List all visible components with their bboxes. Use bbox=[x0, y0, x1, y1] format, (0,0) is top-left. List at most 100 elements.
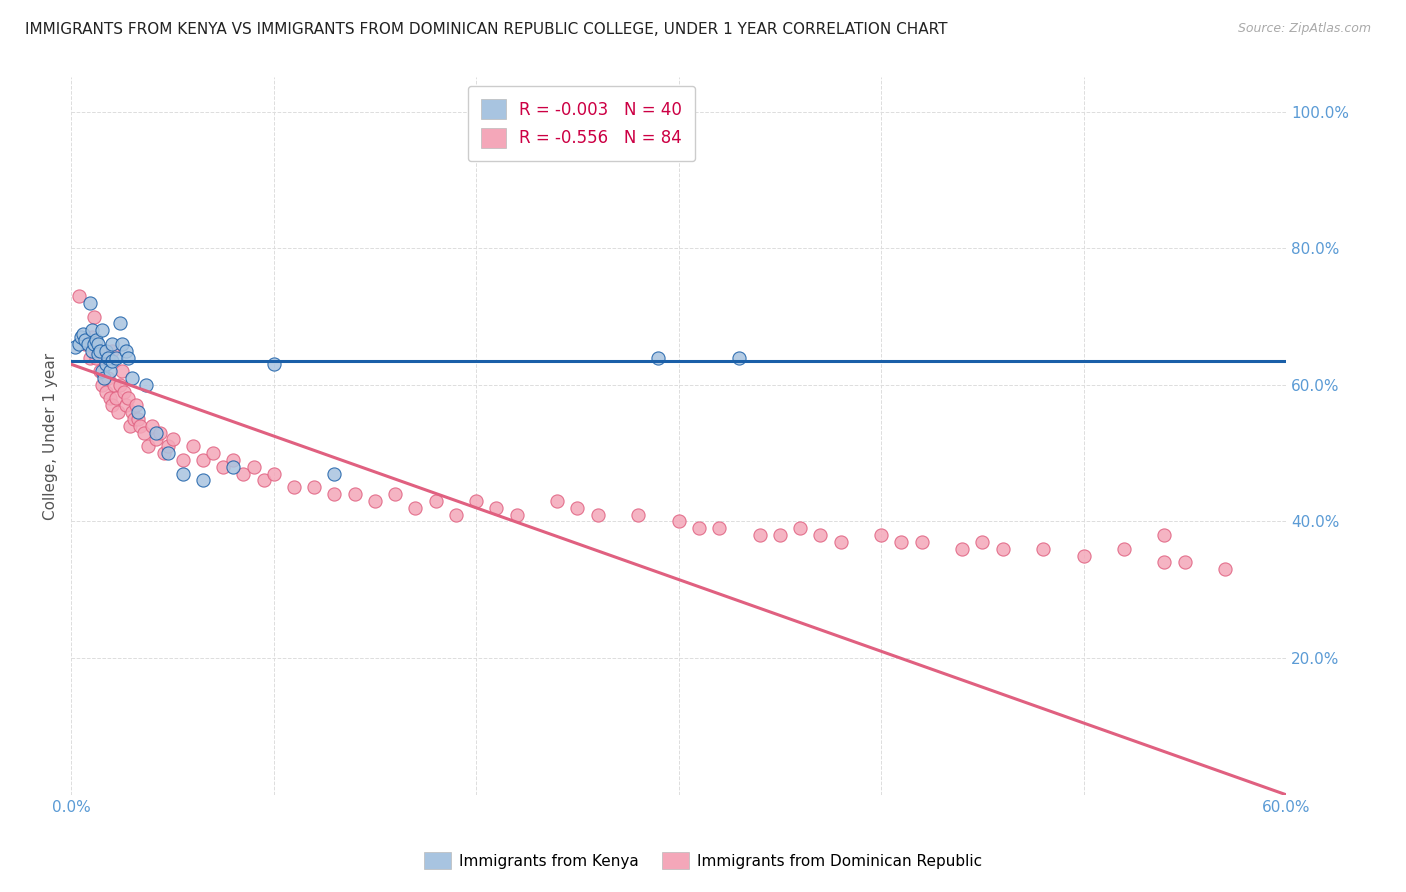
Point bbox=[97, 351, 120, 365]
Point bbox=[107, 405, 129, 419]
Point bbox=[104, 351, 127, 365]
Point bbox=[222, 459, 245, 474]
Point bbox=[84, 334, 107, 348]
Point bbox=[627, 508, 650, 522]
Point bbox=[304, 480, 326, 494]
Point bbox=[98, 392, 121, 406]
Point bbox=[93, 371, 115, 385]
Point bbox=[586, 508, 609, 522]
Point bbox=[86, 343, 108, 358]
Point bbox=[191, 474, 214, 488]
Point bbox=[75, 336, 97, 351]
Point bbox=[789, 521, 811, 535]
Y-axis label: College, Under 1 year: College, Under 1 year bbox=[44, 352, 58, 520]
Point bbox=[94, 357, 117, 371]
Point bbox=[104, 392, 127, 406]
Point bbox=[121, 371, 143, 385]
Point bbox=[94, 343, 117, 358]
Point bbox=[89, 343, 111, 358]
Point bbox=[647, 351, 669, 365]
Point bbox=[125, 398, 148, 412]
Point bbox=[79, 296, 101, 310]
Point bbox=[172, 453, 194, 467]
Point bbox=[202, 446, 225, 460]
Point bbox=[404, 500, 426, 515]
Point bbox=[90, 364, 112, 378]
Point bbox=[90, 377, 112, 392]
Point bbox=[127, 412, 149, 426]
Point bbox=[86, 347, 108, 361]
Point bbox=[101, 354, 124, 368]
Point bbox=[972, 535, 994, 549]
Point bbox=[136, 439, 159, 453]
Point bbox=[134, 425, 156, 440]
Point bbox=[84, 351, 107, 365]
Point bbox=[1153, 556, 1175, 570]
Point bbox=[191, 453, 214, 467]
Point bbox=[707, 521, 730, 535]
Point bbox=[242, 459, 264, 474]
Point bbox=[1213, 562, 1236, 576]
Point bbox=[162, 433, 184, 447]
Point bbox=[808, 528, 831, 542]
Point bbox=[121, 405, 143, 419]
Point bbox=[505, 508, 527, 522]
Point bbox=[101, 336, 124, 351]
Point bbox=[112, 384, 135, 399]
Point bbox=[94, 384, 117, 399]
Point bbox=[80, 343, 103, 358]
Point bbox=[444, 508, 467, 522]
Point bbox=[72, 326, 94, 341]
Point bbox=[89, 364, 111, 378]
Point bbox=[212, 459, 235, 474]
Point bbox=[172, 467, 194, 481]
Point bbox=[115, 343, 138, 358]
Point bbox=[425, 494, 447, 508]
Point bbox=[97, 371, 120, 385]
Text: Source: ZipAtlas.com: Source: ZipAtlas.com bbox=[1237, 22, 1371, 36]
Point bbox=[890, 535, 912, 549]
Point bbox=[153, 446, 176, 460]
Point bbox=[111, 336, 134, 351]
Point bbox=[108, 377, 131, 392]
Point bbox=[115, 398, 138, 412]
Point bbox=[546, 494, 568, 508]
Point bbox=[157, 446, 180, 460]
Point bbox=[263, 467, 285, 481]
Point bbox=[90, 323, 112, 337]
Point bbox=[567, 500, 589, 515]
Point bbox=[263, 357, 285, 371]
Point bbox=[103, 377, 125, 392]
Point bbox=[76, 336, 98, 351]
Point bbox=[1174, 556, 1197, 570]
Legend: R = -0.003   N = 40, R = -0.556   N = 84: R = -0.003 N = 40, R = -0.556 N = 84 bbox=[468, 86, 696, 161]
Legend: Immigrants from Kenya, Immigrants from Dominican Republic: Immigrants from Kenya, Immigrants from D… bbox=[418, 846, 988, 875]
Point bbox=[145, 425, 167, 440]
Point bbox=[75, 334, 97, 348]
Point bbox=[1112, 541, 1135, 556]
Point bbox=[93, 351, 115, 365]
Point bbox=[688, 521, 710, 535]
Point bbox=[769, 528, 792, 542]
Point bbox=[79, 351, 101, 365]
Point bbox=[117, 392, 139, 406]
Point bbox=[232, 467, 254, 481]
Point bbox=[145, 433, 167, 447]
Point bbox=[830, 535, 852, 549]
Point bbox=[101, 343, 124, 358]
Point bbox=[83, 336, 105, 351]
Point bbox=[728, 351, 751, 365]
Point bbox=[118, 418, 141, 433]
Point bbox=[870, 528, 893, 542]
Point bbox=[222, 453, 245, 467]
Point bbox=[668, 515, 690, 529]
Point bbox=[748, 528, 770, 542]
Point bbox=[67, 336, 90, 351]
Point bbox=[181, 439, 204, 453]
Point bbox=[364, 494, 387, 508]
Point bbox=[343, 487, 366, 501]
Point bbox=[141, 418, 163, 433]
Point bbox=[80, 330, 103, 344]
Point bbox=[485, 500, 508, 515]
Point bbox=[70, 330, 93, 344]
